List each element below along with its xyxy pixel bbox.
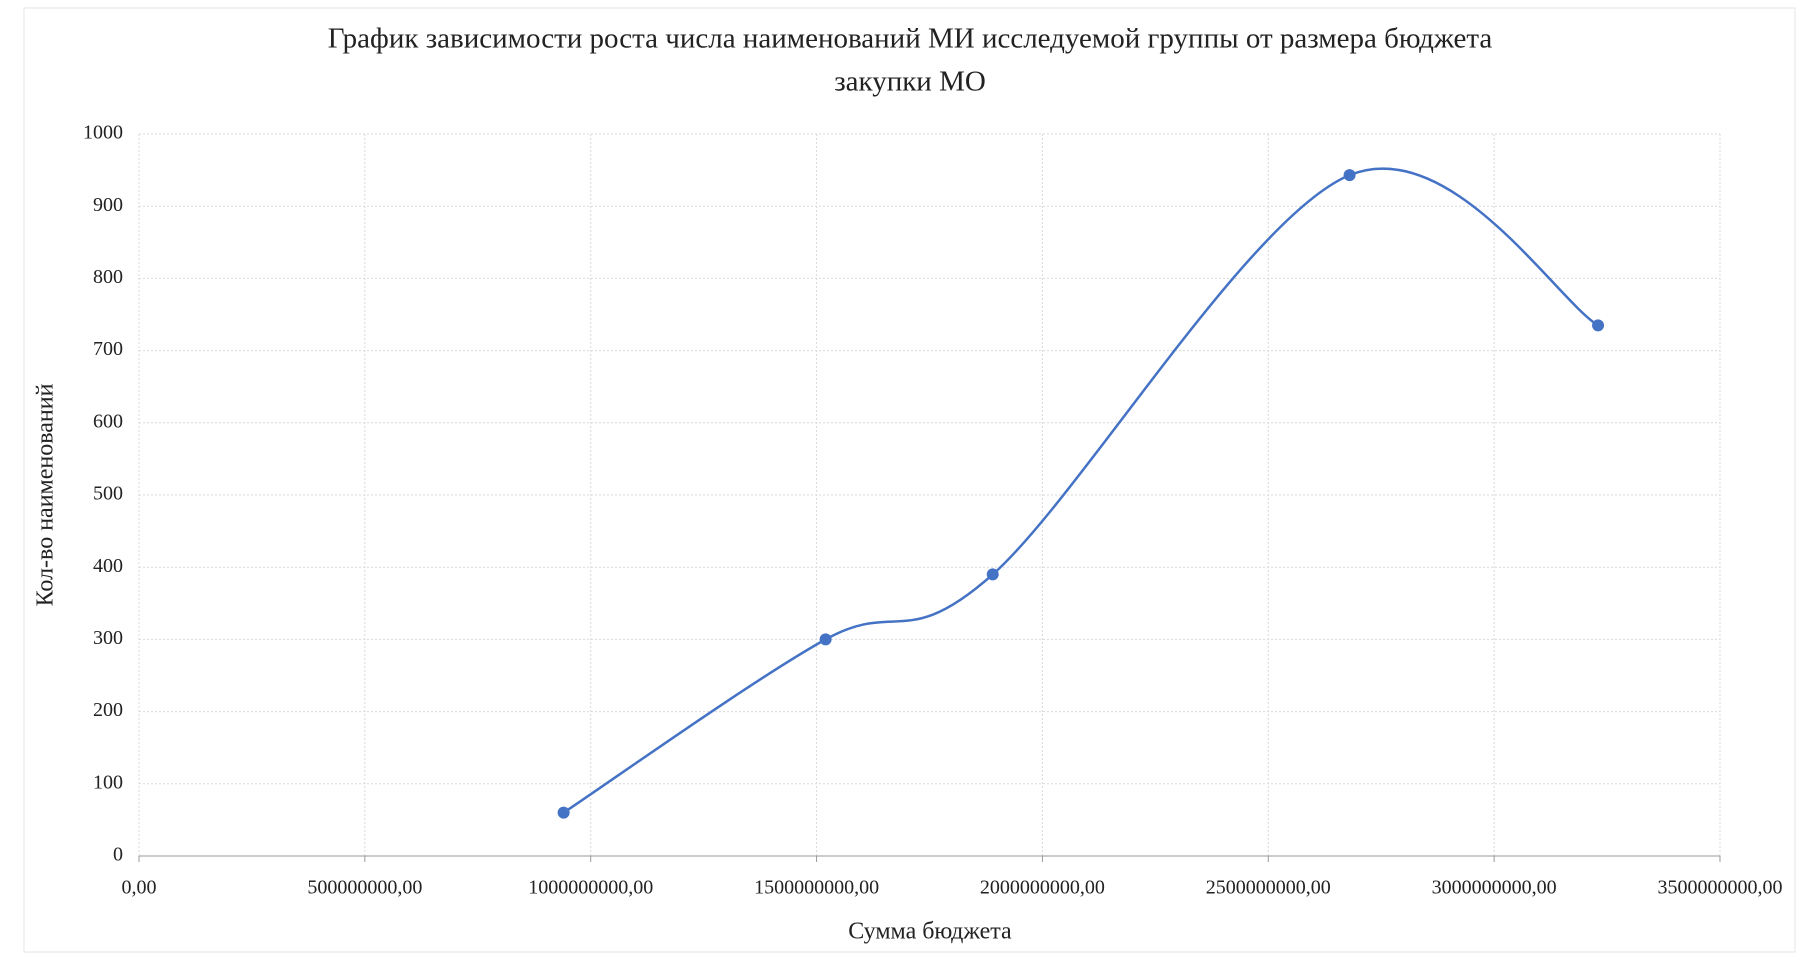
x-tick-label: 500000000,00	[307, 877, 422, 899]
x-axis-title: Сумма бюджета	[848, 919, 1012, 945]
y-tick-label: 1000	[83, 122, 123, 144]
data-point	[557, 806, 570, 819]
y-tick-label: 900	[93, 194, 123, 216]
y-tick-label: 100	[93, 771, 123, 793]
chart-frame	[23, 7, 1796, 953]
x-tick-label: 2000000000,00	[980, 877, 1105, 899]
data-point	[1592, 319, 1605, 332]
y-tick-label: 0	[113, 844, 123, 866]
chart-title: График зависимости роста числа наименова…	[328, 23, 1493, 55]
y-tick-label: 300	[93, 627, 123, 649]
y-tick-label: 200	[93, 699, 123, 721]
y-tick-label: 800	[93, 266, 123, 288]
y-tick-label: 500	[93, 483, 123, 505]
data-point	[1343, 169, 1356, 182]
x-tick-label: 2500000000,00	[1206, 877, 1331, 899]
chart-title: закупки МО	[834, 66, 986, 98]
data-point	[819, 633, 832, 646]
x-tick-label: 1500000000,00	[754, 877, 879, 899]
x-tick-label: 3000000000,00	[1432, 877, 1557, 899]
y-axis-title: Кол-во наименований	[33, 383, 59, 606]
y-tick-label: 600	[93, 410, 123, 432]
x-tick-label: 3500000000,00	[1658, 877, 1783, 899]
y-tick-label: 700	[93, 338, 123, 360]
x-tick-label: 1000000000,00	[528, 877, 653, 899]
x-tick-label: 0,00	[122, 877, 157, 899]
series-line	[562, 167, 1599, 814]
data-point	[986, 568, 999, 581]
y-tick-label: 400	[93, 555, 123, 577]
